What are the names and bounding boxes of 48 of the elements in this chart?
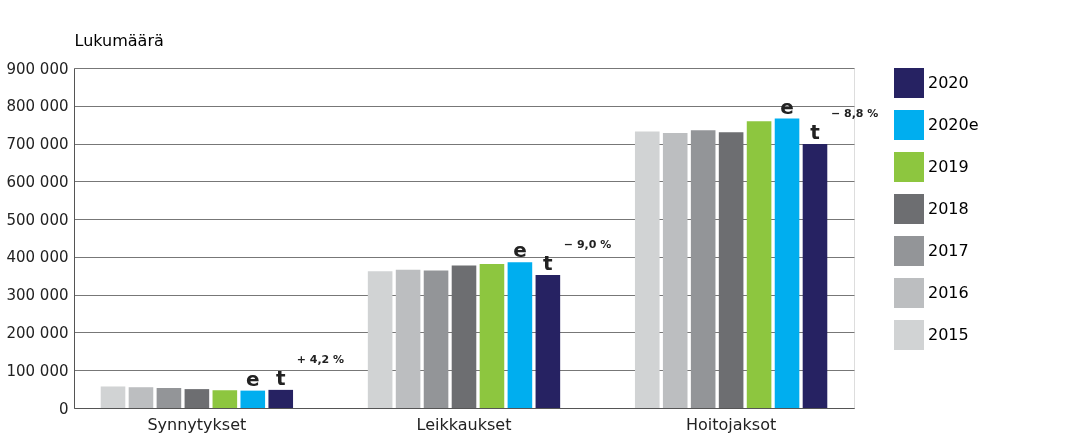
bar — [184, 389, 210, 408]
data-label: e — [513, 238, 527, 263]
legend-label: 2016 — [928, 283, 969, 302]
legend-label: 2019 — [928, 157, 969, 176]
legend-label: 2020 — [928, 73, 969, 92]
bar — [128, 387, 154, 408]
y-tick-label: 600 000 — [6, 172, 69, 191]
y-tick-label: 200 000 — [6, 323, 69, 342]
data-label: t — [275, 365, 286, 390]
bar — [212, 390, 238, 408]
bar — [634, 131, 660, 408]
bar — [395, 269, 421, 408]
data-label: e — [246, 366, 260, 391]
bar — [507, 262, 533, 408]
bar — [156, 387, 182, 408]
x-tick-label: Synnytykset — [147, 414, 247, 434]
bar — [662, 132, 688, 408]
bar — [690, 130, 716, 408]
bar — [268, 389, 294, 408]
bar — [535, 275, 561, 408]
bar — [479, 264, 505, 408]
bar — [774, 118, 800, 408]
y-tick-label: 100 000 — [6, 361, 69, 380]
bar — [746, 121, 772, 408]
data-label: t — [543, 251, 554, 276]
annotation: − 8,8 % — [830, 106, 879, 120]
y-axis-title: Lukumäärä — [74, 30, 164, 50]
y-tick-label: 700 000 — [6, 135, 69, 154]
bar — [367, 271, 393, 408]
legend-label: 2020e — [928, 115, 979, 134]
y-tick-label: 800 000 — [6, 97, 69, 116]
bar — [802, 143, 828, 408]
y-tick-label: 300 000 — [6, 286, 69, 305]
y-tick-label: 400 000 — [6, 248, 69, 267]
legend-label: 2015 — [928, 325, 969, 344]
annotation: + 4,2 % — [296, 352, 345, 366]
y-tick-label: 500 000 — [6, 210, 69, 229]
legend-label: 2018 — [928, 199, 969, 218]
bar — [240, 390, 266, 408]
bar — [100, 386, 126, 408]
legend-label: 2017 — [928, 241, 969, 260]
annotation: − 9,0 % — [563, 238, 612, 252]
y-tick-label: 0 — [58, 399, 69, 418]
bar — [423, 270, 449, 408]
y-tick-label: 900 000 — [6, 59, 69, 78]
data-label: t — [810, 119, 821, 144]
x-tick-label: Hoitojaksot — [686, 414, 777, 434]
x-tick-label: Leikkaukset — [416, 414, 512, 434]
